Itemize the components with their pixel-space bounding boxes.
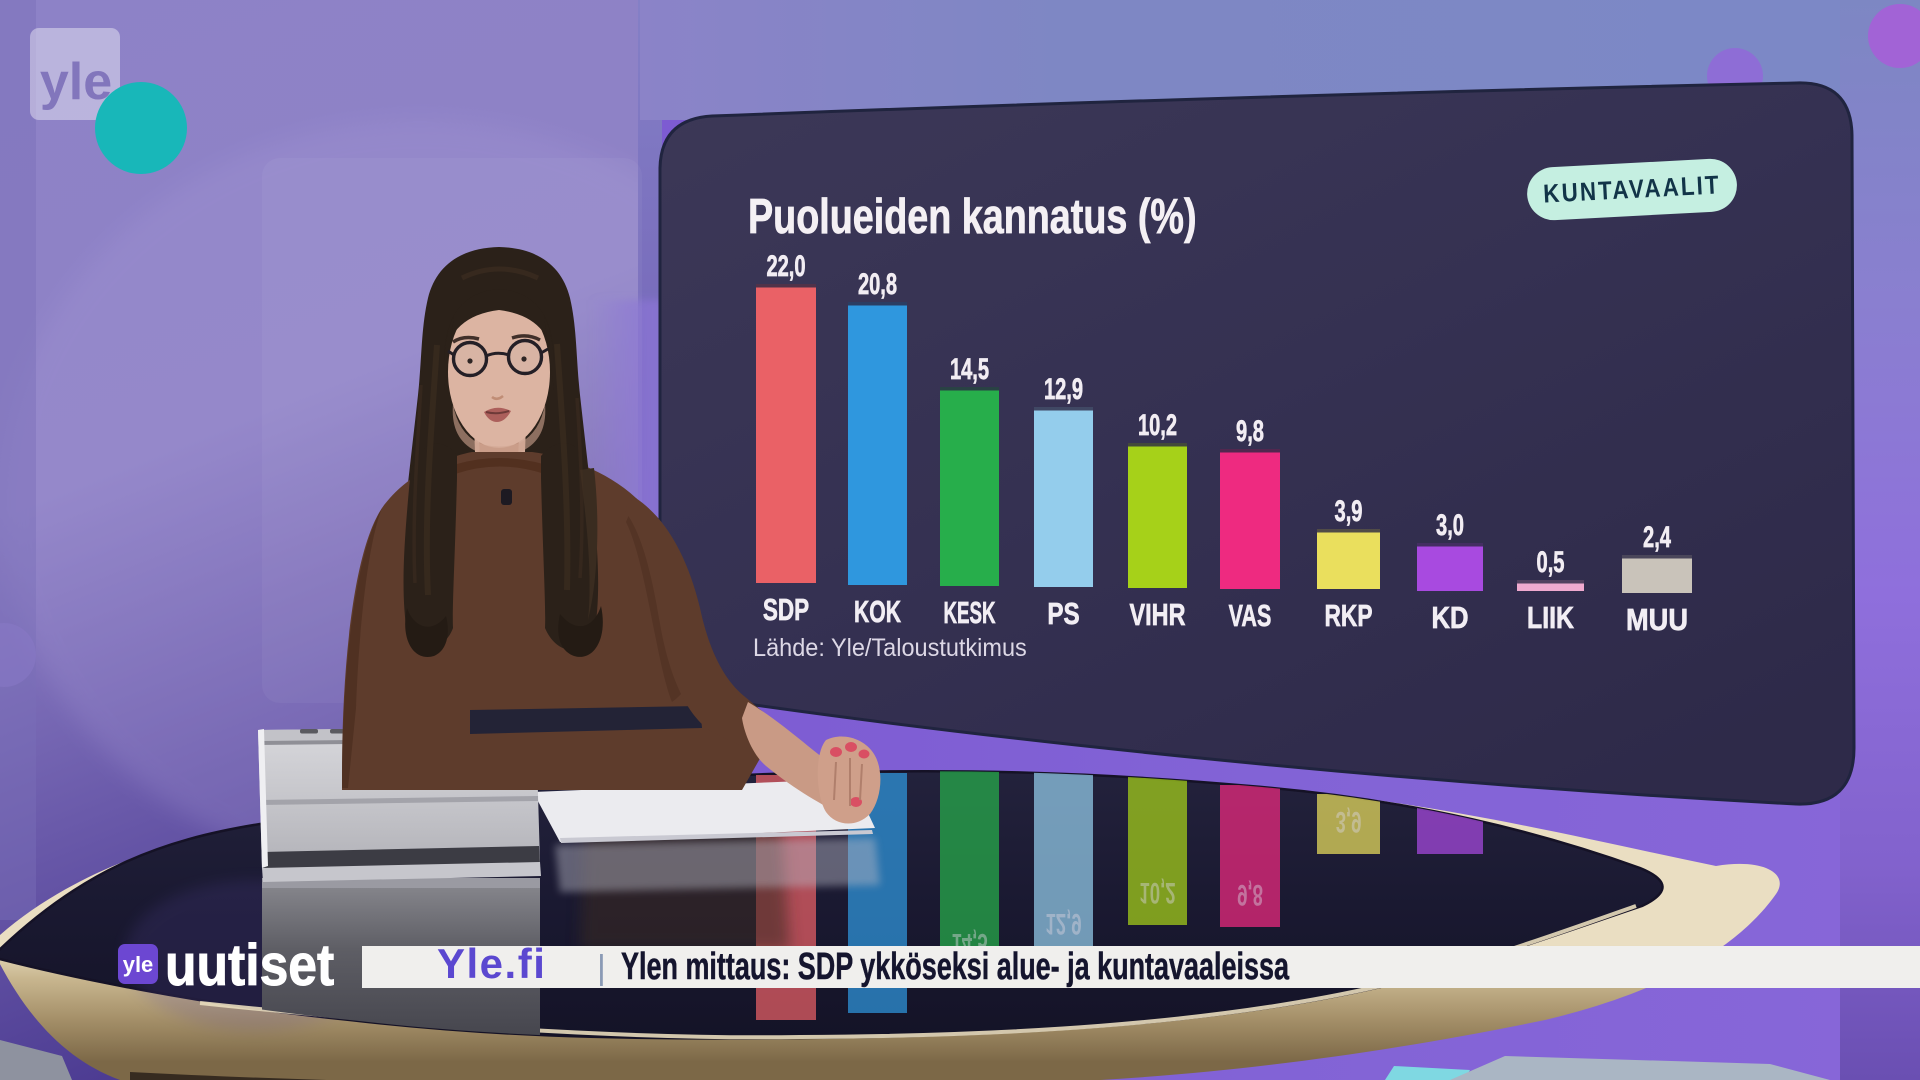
svg-text:uutiset: uutiset (165, 932, 334, 997)
svg-text:Lähde: Yle/Taloustutkimus: Lähde: Yle/Taloustutkimus (753, 634, 1027, 662)
svg-text:RKP: RKP (1325, 597, 1373, 632)
svg-text:KESK: KESK (944, 596, 996, 630)
svg-text:Puolueiden kannatus (%): Puolueiden kannatus (%) (748, 189, 1197, 244)
svg-text:KD: KD (1431, 601, 1468, 636)
svg-text:14,5: 14,5 (950, 353, 989, 386)
svg-text:KOK: KOK (854, 594, 901, 629)
svg-text:Yle.fi: Yle.fi (437, 940, 546, 987)
svg-text:12,9: 12,9 (1045, 907, 1081, 941)
svg-text:3,9: 3,9 (1336, 805, 1362, 839)
svg-text:22,0: 22,0 (766, 250, 805, 283)
svg-text:Ylen mittaus: SDP ykköseksi al: Ylen mittaus: SDP ykköseksi alue- ja kun… (621, 944, 1290, 987)
svg-text:SDP: SDP (763, 591, 809, 626)
svg-text:0,5: 0,5 (1537, 546, 1565, 579)
svg-text:|: | (597, 949, 606, 987)
svg-text:MUU: MUU (1626, 603, 1688, 637)
svg-text:yle: yle (40, 53, 112, 111)
svg-text:VAS: VAS (1229, 598, 1272, 633)
svg-text:3,0: 3,0 (1436, 509, 1464, 542)
svg-text:12,9: 12,9 (1044, 373, 1083, 406)
svg-text:VIHR: VIHR (1130, 597, 1186, 632)
svg-text:10,2: 10,2 (1139, 876, 1175, 910)
svg-text:10,2: 10,2 (1138, 409, 1177, 442)
svg-text:20,8: 20,8 (858, 268, 897, 301)
svg-text:PS: PS (1047, 596, 1079, 631)
svg-text:9,8: 9,8 (1237, 878, 1263, 912)
svg-text:3,9: 3,9 (1335, 495, 1363, 528)
svg-text:yle: yle (123, 952, 154, 977)
svg-text:LIIK: LIIK (1527, 600, 1575, 634)
svg-text:9,8: 9,8 (1236, 415, 1264, 448)
svg-text:2,4: 2,4 (1643, 521, 1672, 554)
